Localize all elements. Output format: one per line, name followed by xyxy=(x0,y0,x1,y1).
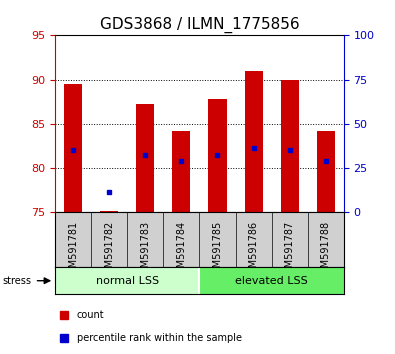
Bar xyxy=(64,84,82,212)
Bar xyxy=(55,267,199,294)
Text: normal LSS: normal LSS xyxy=(96,275,159,286)
Text: GSM591783: GSM591783 xyxy=(140,221,150,280)
Bar xyxy=(245,71,263,212)
Bar xyxy=(209,99,226,212)
Bar xyxy=(136,104,154,212)
Text: GSM591784: GSM591784 xyxy=(177,221,186,280)
Bar xyxy=(199,267,344,294)
Bar xyxy=(173,131,190,212)
Title: GDS3868 / ILMN_1775856: GDS3868 / ILMN_1775856 xyxy=(100,16,299,33)
Text: GSM591786: GSM591786 xyxy=(248,221,259,280)
Text: count: count xyxy=(77,310,105,320)
Text: GSM591781: GSM591781 xyxy=(68,221,78,280)
Bar xyxy=(280,80,299,212)
Text: elevated LSS: elevated LSS xyxy=(235,275,308,286)
Text: GSM591785: GSM591785 xyxy=(213,221,222,280)
Text: stress: stress xyxy=(2,276,31,286)
Text: percentile rank within the sample: percentile rank within the sample xyxy=(77,333,242,343)
Text: GSM591788: GSM591788 xyxy=(321,221,331,280)
Text: GSM591787: GSM591787 xyxy=(284,221,295,280)
Bar xyxy=(100,211,118,212)
Bar xyxy=(317,131,335,212)
Text: GSM591782: GSM591782 xyxy=(104,221,115,280)
